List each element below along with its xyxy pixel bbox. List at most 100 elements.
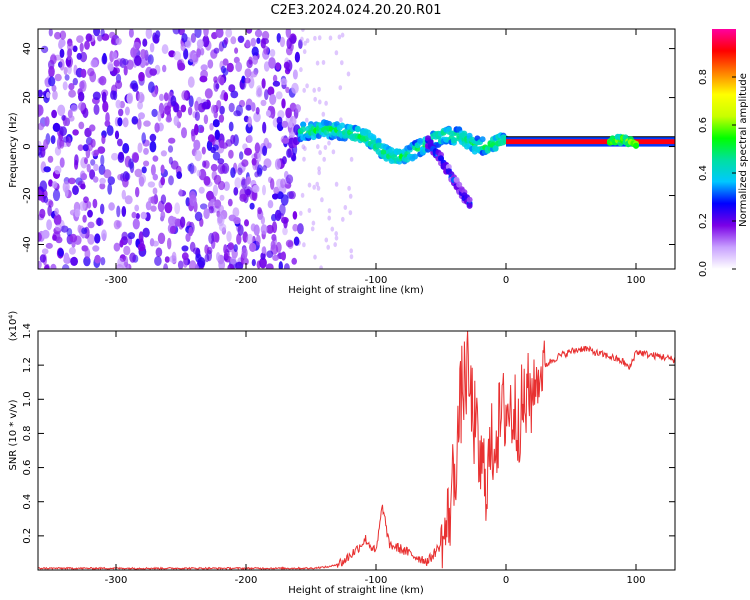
spectrogram-cell — [280, 78, 288, 86]
spectrogram-cell — [110, 37, 116, 45]
snr-scale-label: (x10⁴) — [8, 311, 19, 342]
spectrogram-cell — [117, 117, 123, 127]
spectrogram-cell — [337, 34, 342, 40]
spectrogram-cell — [438, 155, 444, 162]
spectrogram-cell — [149, 68, 158, 76]
spectrogram-cell — [281, 251, 286, 261]
spectrogram-cell — [181, 127, 187, 139]
spectrogram-cell — [288, 190, 296, 200]
spectrogram-cell — [445, 163, 452, 170]
spectrogram-cell — [251, 102, 256, 112]
y-tick-label: -40 — [22, 236, 33, 252]
spectrogram-cell — [43, 139, 49, 150]
spectrogram-cell — [253, 224, 260, 236]
spectrogram-cell — [340, 60, 344, 66]
spectrogram-cell — [49, 54, 57, 65]
spectrogram-cell — [274, 158, 282, 170]
spectrogram-cell — [137, 101, 144, 110]
spectrogram-cell — [112, 51, 118, 60]
spectrogram-cell — [275, 62, 281, 71]
spectrogram-cell — [52, 189, 61, 202]
steady-line-core — [506, 139, 675, 145]
spectrogram-cell — [241, 159, 249, 167]
spectrogram-cell — [299, 67, 303, 73]
spectrogram-cell — [456, 181, 463, 188]
spectrogram-cell — [92, 245, 100, 252]
spectrogram-cell — [134, 55, 142, 66]
spectrogram-cell — [107, 183, 113, 195]
spectrogram-cell — [117, 152, 125, 163]
spectrogram-cell — [78, 121, 85, 130]
spectrogram-cell — [191, 130, 196, 142]
spectrogram-cell — [256, 164, 263, 175]
spectrogram-cell — [339, 117, 343, 123]
spectrogram-cell — [269, 49, 276, 57]
spectrogram-cell — [138, 174, 147, 184]
spectrogram-cell — [281, 156, 287, 165]
spectrogram-cell — [246, 233, 254, 245]
spectrogram-cell — [87, 67, 95, 77]
spectrogram-cell — [65, 55, 73, 68]
spectrogram-cell — [69, 233, 78, 243]
spectrogram-cell — [129, 252, 137, 263]
spectrogram-cell — [259, 257, 267, 269]
spectrogram-cell — [208, 232, 215, 244]
spectrogram-cell — [339, 122, 346, 129]
spectrogram-cell — [451, 137, 457, 144]
spectrogram-cell — [265, 263, 274, 269]
spectrogram-cell — [219, 140, 225, 149]
spectrogram-cell — [123, 245, 131, 256]
spectrogram-cell — [330, 226, 335, 232]
spectrogram-cell — [51, 109, 57, 119]
spectrogram-cell — [52, 234, 57, 241]
spectrogram-cell — [68, 247, 76, 255]
spectrogram-cell — [140, 211, 147, 220]
spectrogram-cell — [348, 193, 353, 199]
spectrogram-cell — [272, 74, 278, 83]
spectrogram-cell — [249, 202, 255, 210]
spectrogram-cell — [142, 227, 150, 238]
x-tick-label: 0 — [503, 575, 509, 586]
y-tick-label: -20 — [22, 187, 33, 203]
spectrogram-cell — [59, 58, 65, 71]
spectrogram-cell — [120, 173, 125, 182]
spectrogram-cell — [246, 29, 253, 34]
spectrogram-cell — [262, 184, 266, 196]
x-tick-label: 100 — [626, 575, 645, 586]
spectrogram-cell — [93, 163, 99, 172]
spectrogram-cell — [94, 233, 101, 244]
colorbar-ticks: 0.0 0.2 0.4 0.6 0.8 — [698, 69, 736, 277]
spectrogram-cell — [251, 259, 256, 267]
spectrogram-cell — [92, 91, 101, 101]
spectrogram-cell — [207, 134, 215, 143]
spectrogram-cell — [333, 242, 338, 248]
spectrogram-cell — [318, 99, 322, 105]
spectrogram-cell — [466, 202, 473, 209]
snr-panel: -300 -200 -100 0 100 0.2 0.4 0.6 0.8 1.0 1.2 1.4 He… — [8, 311, 676, 596]
spectrogram-cell — [206, 140, 213, 152]
spectrogram-cell — [70, 256, 78, 266]
spectrogram-cell — [183, 48, 189, 60]
spectrogram-cell — [417, 137, 424, 144]
spectrogram-cell — [140, 49, 147, 59]
spectrogram-cell — [38, 144, 42, 156]
spectrogram-cell — [283, 61, 290, 70]
spectrogram-cell — [132, 152, 140, 163]
spectrogram-cell — [52, 122, 61, 132]
spectrogram-cell — [72, 45, 78, 53]
spectrogram-cell — [203, 208, 210, 220]
spectrogram-cell — [299, 210, 303, 216]
snr-frame — [37, 330, 676, 571]
spectrogram-cell — [188, 226, 193, 237]
spectrogram-cell — [152, 187, 158, 195]
spectrogram-cell — [412, 153, 418, 160]
snr-xlabel: Height of straight line (km) — [288, 585, 424, 596]
spectrogram-cell — [317, 35, 322, 41]
spectrogram-cell — [201, 146, 206, 155]
spectrogram-cell — [284, 263, 290, 269]
spectrogram-cell — [59, 48, 65, 59]
spectrogram-cell — [67, 48, 73, 58]
spectrogram-cell — [77, 224, 82, 234]
spectrogram-cell — [115, 99, 122, 109]
